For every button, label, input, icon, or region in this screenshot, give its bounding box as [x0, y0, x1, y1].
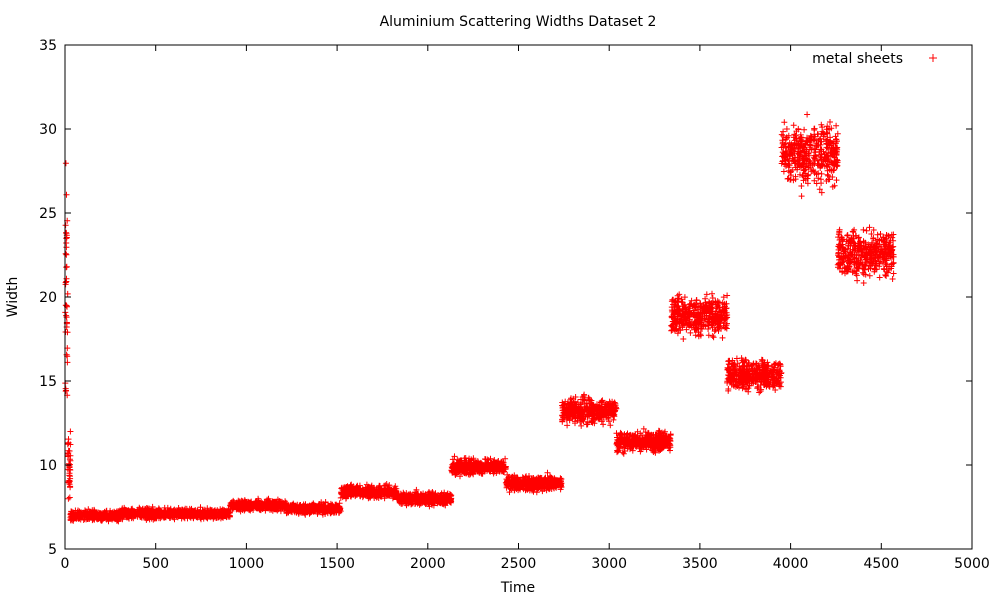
- x-tick-label: 2000: [410, 556, 446, 572]
- legend: metal sheets: [812, 51, 937, 67]
- x-tick-label: 1500: [319, 556, 355, 572]
- data-points: [62, 111, 897, 525]
- y-tick-label: 30: [39, 122, 57, 138]
- x-axis-label: Time: [500, 580, 535, 596]
- y-tick-label: 20: [39, 290, 57, 306]
- x-axis: 0 500 1000 1500 2000 2500 3000 3500 4000 4500 5000: [61, 45, 990, 572]
- y-tick-label: 15: [39, 374, 57, 390]
- legend-label: metal sheets: [812, 51, 903, 67]
- y-tick-label: 5: [48, 542, 57, 558]
- x-tick-label: 4000: [773, 556, 809, 572]
- x-tick-label: 5000: [954, 556, 990, 572]
- x-tick-label: 500: [142, 556, 169, 572]
- x-tick-label: 3500: [682, 556, 718, 572]
- x-tick-label: 1000: [229, 556, 265, 572]
- x-tick-label: 3000: [591, 556, 627, 572]
- x-tick-label: 2500: [501, 556, 537, 572]
- legend-marker-plus: [929, 54, 937, 62]
- series-points-metal-sheets: [62, 111, 897, 525]
- legend-plus-icon: [929, 54, 937, 62]
- y-tick-label: 10: [39, 458, 57, 474]
- y-tick-label: 25: [39, 206, 57, 222]
- y-axis-label: Width: [5, 277, 21, 318]
- chart-title: Aluminium Scattering Widths Dataset 2: [380, 14, 657, 30]
- y-axis: 5 10 15 20 25 30 35: [39, 38, 972, 558]
- x-tick-label: 0: [61, 556, 70, 572]
- plot-frame: [64, 44, 973, 550]
- x-tick-label: 4500: [863, 556, 899, 572]
- y-tick-label: 35: [39, 38, 57, 54]
